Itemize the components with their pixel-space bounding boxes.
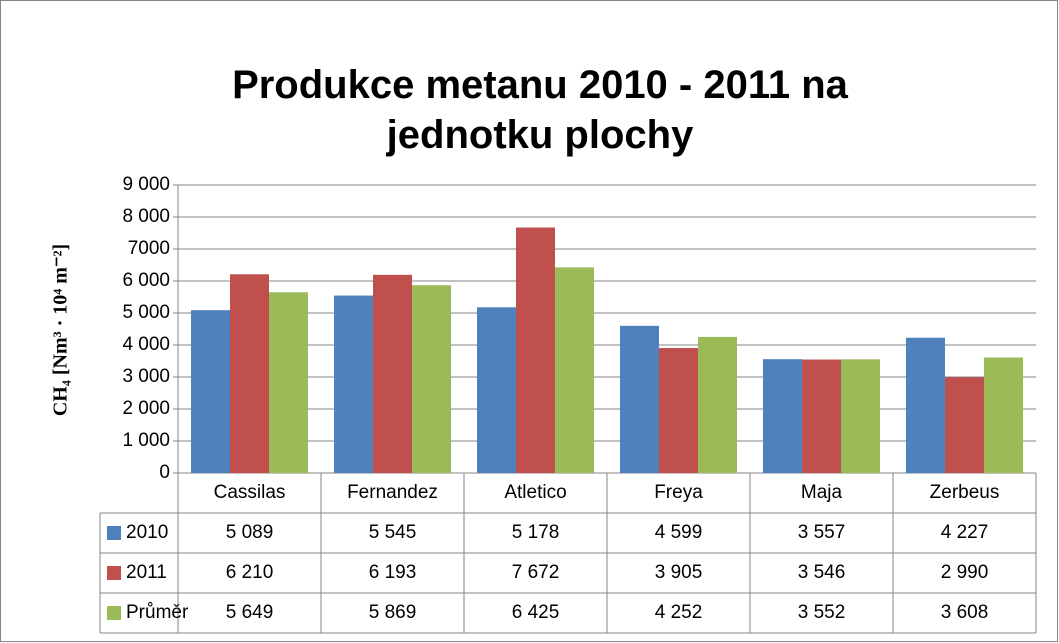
table-value: 6 210 (226, 562, 274, 583)
bar (269, 292, 308, 473)
table-value: 5 545 (369, 522, 417, 543)
legend-label: 2010 (126, 522, 168, 543)
table-value: 4 227 (941, 522, 989, 543)
bar (620, 325, 659, 473)
x-tick-label: Cassilas (214, 482, 286, 503)
table-value: 4 252 (655, 602, 703, 623)
y-tick-label: 7000 (128, 238, 170, 259)
table-value: 3 905 (655, 562, 703, 583)
bar (984, 357, 1023, 473)
table-value: 5 869 (369, 602, 417, 623)
title-box: Produkce metanu 2010 - 2011 na jednotku … (232, 63, 848, 157)
bar (191, 310, 230, 473)
bar (412, 285, 451, 473)
bar (334, 295, 373, 473)
legend-key (107, 566, 121, 580)
y-tick-label: 0 (159, 462, 170, 483)
y-tick-label: 1 000 (122, 430, 170, 451)
bar (373, 274, 412, 473)
bar (698, 336, 737, 473)
table-value: 2 990 (941, 562, 989, 583)
bar (230, 274, 269, 473)
legend-label: 2011 (126, 562, 167, 583)
legend-key (107, 606, 121, 620)
bar (516, 227, 555, 473)
x-tick-label: Freya (654, 482, 703, 503)
y-tick-label: 4 000 (122, 334, 170, 355)
bar (763, 359, 802, 473)
bar (659, 348, 698, 473)
x-tick-label: Fernandez (347, 482, 438, 503)
x-tick-label: Zerbeus (930, 482, 1000, 503)
table-value: 3 608 (941, 602, 989, 623)
table-value: 3 546 (798, 562, 846, 583)
bar (477, 307, 516, 473)
table-value: 7 672 (512, 562, 560, 583)
table-value: 6 193 (369, 562, 417, 583)
table-value: 3 557 (798, 522, 846, 543)
legend-key (107, 526, 121, 540)
bar (841, 359, 880, 473)
table-value: 5 649 (226, 602, 274, 623)
bar (906, 337, 945, 473)
y-tick-label: 3 000 (122, 366, 170, 387)
y-tick-label: 6 000 (122, 270, 170, 291)
x-tick-label: Maja (801, 482, 843, 503)
table-value: 6 425 (512, 602, 560, 623)
y-tick-label: 8 000 (122, 206, 170, 227)
table-value: 5 089 (226, 522, 274, 543)
x-tick-label: Atletico (504, 482, 566, 503)
y-tick-label: 5 000 (122, 302, 170, 323)
y-tick-label: 2 000 (122, 398, 170, 419)
bar (945, 377, 984, 473)
table-value: 4 599 (655, 522, 703, 543)
bar (802, 359, 841, 473)
y-tick-label: 9 000 (122, 174, 170, 195)
y-axis-label: CH₄ [Nm³ · 10⁴ m⁻²] (50, 244, 72, 416)
table-value: 3 552 (798, 602, 846, 623)
bar (555, 267, 594, 473)
chart-title: Produkce metanu 2010 - 2011 na jednotku … (232, 63, 848, 157)
table-value: 5 178 (512, 522, 560, 543)
legend-label: Průměr (126, 602, 189, 623)
